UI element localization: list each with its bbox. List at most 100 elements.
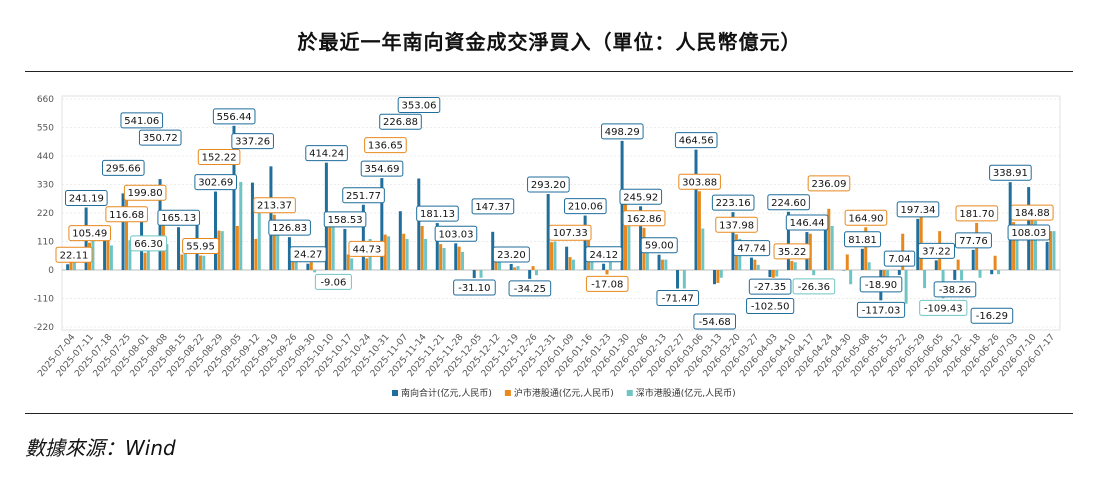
data-label: 35.22	[778, 247, 807, 258]
bar-series-3	[276, 233, 280, 270]
data-label: 23.20	[497, 250, 526, 261]
data-label: 81.81	[848, 235, 877, 246]
bar-series-3	[627, 210, 631, 270]
data-label: 126.83	[272, 223, 307, 234]
bar-series-3	[960, 270, 964, 281]
data-label: 55.95	[186, 242, 215, 253]
data-label: 108.03	[1011, 228, 1046, 239]
bar-series-2	[124, 196, 128, 270]
data-label: -54.68	[699, 317, 731, 328]
bar-series-1	[361, 204, 365, 270]
data-label-box	[130, 235, 168, 252]
data-label-box	[138, 129, 182, 146]
data-label: 350.72	[143, 133, 178, 144]
data-label-box	[182, 238, 220, 255]
bar-series-1	[343, 228, 347, 270]
data-label-box	[711, 194, 755, 211]
data-label: 24.12	[589, 250, 618, 261]
data-label-box	[212, 108, 256, 125]
bar-series-2	[1012, 222, 1016, 270]
data-label-box	[640, 237, 678, 254]
bar-series-1	[546, 194, 550, 270]
bar-series-3	[923, 270, 927, 289]
bar-series-1	[676, 270, 680, 289]
legend-swatch-series-3	[626, 390, 633, 396]
bar-series-1	[860, 248, 864, 270]
data-label: 116.68	[109, 210, 144, 221]
bar-series-1	[749, 257, 753, 270]
bar-series-3	[978, 270, 982, 278]
bar-series-2	[531, 266, 535, 270]
data-label-box	[197, 149, 241, 166]
data-label-box	[733, 240, 771, 257]
data-label: 147.37	[475, 202, 510, 213]
bar-series-2	[180, 254, 184, 270]
data-label-box	[917, 242, 955, 259]
legend-label-series-3: 深市港股通(亿元,人民币)	[636, 387, 736, 399]
data-label: 338.91	[993, 168, 1028, 179]
data-label-box	[693, 313, 736, 330]
data-label-box	[101, 159, 145, 176]
bar-series-3	[294, 257, 298, 270]
bar-series-1	[602, 263, 606, 270]
data-label: -27.35	[754, 282, 786, 293]
legend-swatch-series-1	[392, 390, 398, 396]
bar-series-3	[109, 245, 113, 270]
bar-series-2	[439, 244, 443, 270]
data-label: 224.60	[771, 198, 806, 209]
data-label: 556.44	[217, 112, 252, 123]
data-label-box	[585, 275, 629, 292]
data-label-box	[416, 205, 459, 222]
data-label: 210.06	[568, 202, 603, 213]
data-label-box	[453, 279, 496, 296]
bar-series-3	[664, 259, 668, 270]
bar-series-2	[697, 191, 701, 270]
data-label-box	[585, 246, 623, 263]
data-label: 107.33	[553, 228, 588, 239]
y-tick-label: 660	[37, 95, 54, 105]
bar-series-3	[461, 251, 465, 270]
data-label: 251.77	[346, 191, 381, 202]
bar-series-2	[864, 227, 868, 270]
bar-series-2	[346, 254, 350, 270]
legend-label-series-1: 南向合计(亿元,人民币)	[401, 387, 492, 399]
bar-series-3	[775, 270, 779, 277]
bar-series-2	[254, 238, 258, 270]
data-label: -26.36	[798, 282, 830, 293]
bar-series-1	[472, 270, 476, 279]
bar-series-2	[1049, 231, 1053, 270]
bar-series-2	[106, 239, 110, 270]
bar-series-3	[867, 262, 871, 270]
data-label-box	[55, 246, 93, 263]
bar-series-3	[350, 258, 354, 270]
data-label: -102.50	[751, 302, 790, 313]
bar-series-2	[365, 258, 369, 270]
data-label-box	[471, 198, 515, 215]
bar-series-1	[232, 125, 236, 270]
data-label-box	[619, 188, 663, 205]
bar-series-1	[971, 249, 975, 270]
bar-series-2	[328, 223, 332, 270]
bar-series-3	[165, 244, 169, 270]
bar-series-1	[712, 270, 716, 285]
data-label: 105.49	[72, 229, 107, 240]
bar-series-2	[956, 259, 960, 270]
bar-series-3	[442, 247, 446, 270]
data-label: -71.47	[662, 294, 694, 305]
data-label: 197.34	[900, 205, 935, 216]
data-label: 181.70	[959, 209, 994, 220]
data-label-box	[289, 246, 327, 263]
data-label-box	[1010, 204, 1054, 221]
data-label-box	[896, 201, 940, 218]
legend-label-series-2: 沪市港股通(亿元,人民币)	[514, 387, 614, 399]
data-label-box	[348, 240, 386, 257]
data-label-box	[105, 206, 148, 223]
bar-series-3	[719, 270, 723, 278]
data-label: 295.66	[106, 163, 141, 174]
bar-series-2	[550, 242, 554, 270]
bar-series-3	[424, 238, 428, 270]
y-tick-label: 440	[37, 152, 54, 162]
data-label-box	[746, 298, 795, 315]
data-label-box	[859, 276, 903, 293]
bar-series-1	[287, 237, 291, 270]
